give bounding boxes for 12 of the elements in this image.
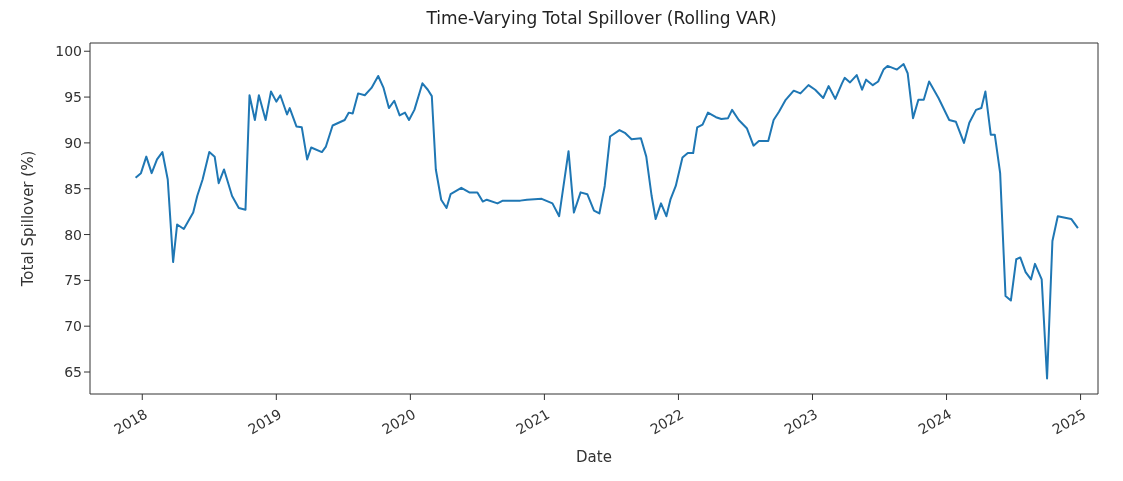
y-tick-label: 85 [64, 180, 82, 197]
x-axis-title: Date [576, 448, 612, 466]
y-tick-label: 80 [64, 226, 82, 243]
y-tick-label: 75 [64, 272, 82, 289]
y-tick-label: 100 [55, 43, 82, 60]
y-tick-label: 65 [64, 363, 82, 380]
y-tick-label: 95 [64, 89, 82, 106]
y-tick-label: 90 [64, 134, 82, 151]
y-tick-label: 70 [64, 318, 82, 335]
line-series [134, 63, 1079, 380]
y-axis-title: Total Spillover (%) [19, 150, 38, 288]
chart-title: Time-Varying Total Spillover (Rolling VAR) [425, 8, 778, 30]
